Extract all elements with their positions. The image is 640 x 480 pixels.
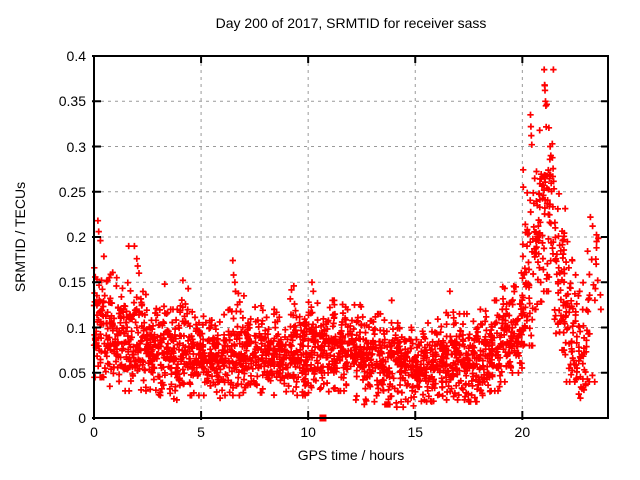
scatter-points xyxy=(90,66,605,411)
x-tick-label: 10 xyxy=(300,424,316,440)
x-tick-label: 0 xyxy=(90,424,98,440)
x-tick-label: 5 xyxy=(197,424,205,440)
x-axis-label: GPS time / hours xyxy=(297,447,405,463)
y-tick-label: 0.25 xyxy=(58,183,86,200)
y-tick-label: 0.05 xyxy=(58,364,86,381)
x-tick-label: 15 xyxy=(407,424,424,440)
y-tick-label: 0.1 xyxy=(66,319,86,336)
y-tick-label: 0.3 xyxy=(66,138,86,155)
y-tick-label: 0.2 xyxy=(66,229,86,245)
x-tick-label: 20 xyxy=(514,424,531,440)
y-tick-label: 0.35 xyxy=(58,93,86,110)
y-tick-label: 0 xyxy=(78,410,86,426)
y-tick-label: 0.15 xyxy=(58,274,86,291)
y-tick-label: 0.4 xyxy=(66,48,86,64)
chart-title: Day 200 of 2017, SRMTID for receiver sas… xyxy=(215,15,487,31)
